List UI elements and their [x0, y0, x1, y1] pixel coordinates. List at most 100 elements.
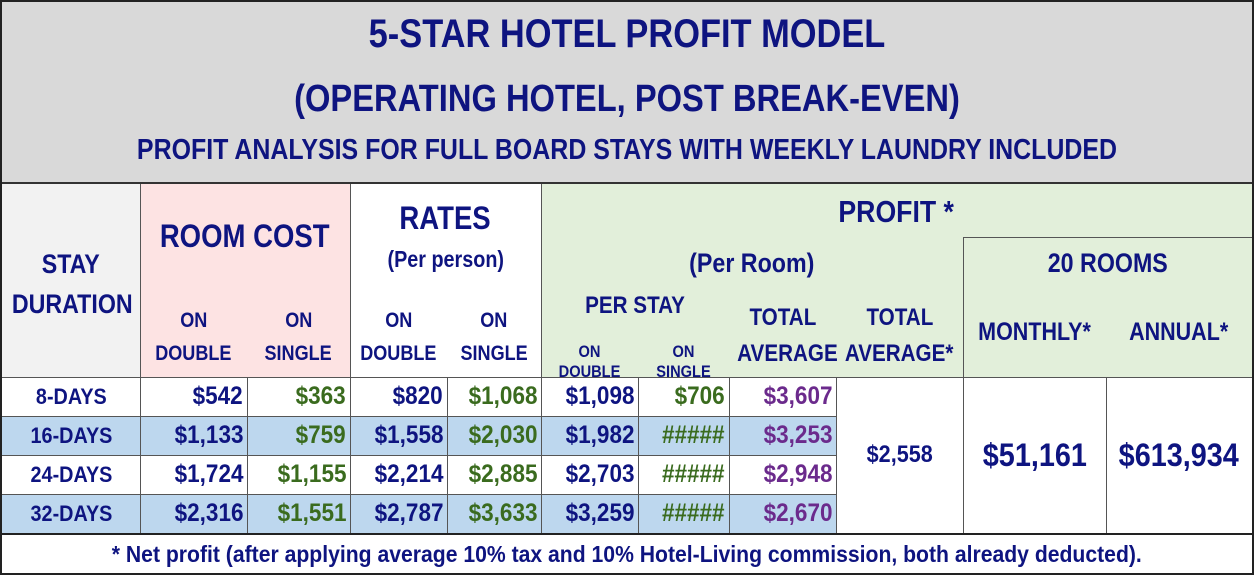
profit-double-cell: $1,098 [565, 382, 634, 410]
page-title: 5-STAR HOTEL PROFIT MODEL [368, 12, 886, 56]
grid-line [1106, 377, 1107, 533]
cost-double-cell: $2,316 [174, 499, 243, 527]
grid-line [2, 416, 836, 417]
rate-single-cell: $2,030 [468, 421, 537, 449]
stay-header-line2: DURATION [11, 289, 133, 319]
cost-double-cell: $542 [192, 382, 243, 410]
stay-header-line1: STAY [41, 249, 101, 279]
total-average-summary: $2,558 [866, 441, 933, 468]
grid-line [836, 377, 837, 533]
per-room-label: (Per Room) [689, 248, 815, 278]
profit-double-cell: $3,259 [565, 499, 634, 527]
profit-on-single-header: ON SINGLE [638, 342, 729, 382]
profit-double-cell: $1,982 [565, 421, 634, 449]
average-label: AVERAGE [737, 340, 838, 367]
table-row-stay: 24-DAYS [30, 461, 112, 487]
monthly-label: MONTHLY* [978, 318, 1091, 346]
grid-line [963, 237, 1252, 238]
footnote: * Net profit (after applying average 10%… [2, 535, 1252, 573]
stay-header-bg [2, 184, 140, 377]
page-subtitle: (OPERATING HOTEL, POST BREAK-EVEN) [294, 78, 960, 120]
room-cost-double-header: ON DOUBLE [140, 304, 247, 370]
row-band-4 [2, 494, 836, 533]
rooms20-header: 20 ROOMS [963, 248, 1252, 279]
on-label: ON [179, 309, 208, 332]
profit-single-cell: ##### [662, 460, 725, 488]
total-average-cell: $3,607 [763, 382, 832, 410]
rate-single-cell: $3,633 [468, 499, 537, 527]
total-average-cell: $2,948 [763, 460, 832, 488]
grid-line [2, 377, 1252, 378]
rate-single-cell: $1,068 [468, 382, 537, 410]
on-double-label: ON DOUBLE [558, 342, 621, 381]
on-label: ON [384, 309, 413, 332]
analysis-subtitle: PROFIT ANALYSIS FOR FULL BOARD STAYS WIT… [136, 134, 1118, 166]
single-label: SINGLE [460, 342, 528, 365]
rate-double-cell: $2,214 [374, 460, 443, 488]
profit-header: PROFIT * [541, 194, 1252, 230]
double-label: DOUBLE [155, 342, 232, 365]
rates-per-person: (Per person) [387, 246, 504, 272]
grid-line [541, 184, 542, 533]
total-average-star-header: TOTAL AVERAGE* [836, 300, 963, 372]
total-average-header: TOTAL AVERAGE [729, 300, 838, 372]
total-label: TOTAL [866, 304, 933, 331]
rate-double-cell: $820 [392, 382, 443, 410]
table-row-stay: 32-DAYS [30, 500, 112, 526]
on-label: ON [284, 309, 313, 332]
profit-double-cell: $2,703 [565, 460, 634, 488]
grid-line [963, 237, 964, 533]
profit-single-cell: ##### [662, 421, 725, 449]
cost-single-cell: $1,155 [277, 460, 346, 488]
rates-double-header: ON DOUBLE [350, 304, 447, 370]
room-cost-title: ROOM COST [160, 218, 330, 254]
table-row-stay: 16-DAYS [30, 422, 112, 448]
grid-line [2, 533, 1252, 535]
average-star-label: AVERAGE* [845, 340, 954, 367]
room-cost-single-header: ON SINGLE [247, 304, 350, 370]
footnote-text: * Net profit (after applying average 10%… [111, 541, 1142, 567]
rates-single-header: ON SINGLE [447, 304, 541, 370]
rate-double-cell: $2,787 [374, 499, 443, 527]
profit-title: PROFIT * [838, 194, 955, 229]
room-cost-header: ROOM COST [140, 218, 350, 255]
profit-header-bg [541, 184, 1252, 377]
cost-single-cell: $1,551 [277, 499, 346, 527]
rates-header: RATES [350, 200, 541, 237]
monthly-profit: $51,161 [982, 436, 1087, 473]
table-row-stay: 8-DAYS [35, 383, 107, 409]
cost-double-cell: $1,724 [174, 460, 243, 488]
monthly-header: MONTHLY* [963, 318, 1106, 347]
profit-single-cell: $706 [674, 382, 725, 410]
rates-subheader: (Per person) [350, 246, 541, 273]
on-single-label: ON SINGLE [656, 342, 711, 381]
cost-single-cell: $759 [295, 421, 346, 449]
total-average-cell: $2,670 [763, 499, 832, 527]
rooms20-label: 20 ROOMS [1047, 248, 1168, 278]
per-stay-label: PER STAY [585, 292, 685, 319]
on-label: ON [480, 309, 508, 332]
annual-header: ANNUAL* [1106, 318, 1252, 347]
grid-line [2, 455, 836, 456]
room-cost-header-bg [140, 184, 350, 377]
total-label: TOTAL [749, 304, 816, 331]
cost-double-cell: $1,133 [174, 421, 243, 449]
grid-line [2, 494, 836, 495]
annual-profit: $613,934 [1118, 436, 1240, 473]
row-band-2 [2, 416, 836, 455]
annual-label: ANNUAL* [1129, 318, 1229, 346]
grid-line [350, 184, 351, 533]
total-average-cell: $3,253 [763, 421, 832, 449]
rates-header-bg [350, 184, 541, 377]
double-label: DOUBLE [360, 342, 437, 365]
single-label: SINGLE [264, 342, 333, 365]
title-band: 5-STAR HOTEL PROFIT MODEL (OPERATING HOT… [2, 2, 1252, 184]
grid-line [140, 184, 141, 533]
stay-duration-header: STAY DURATION [2, 244, 140, 324]
profit-on-double-header: ON DOUBLE [541, 342, 638, 382]
cost-single-cell: $363 [295, 382, 346, 410]
rate-single-cell: $2,885 [468, 460, 537, 488]
per-room-header: (Per Room) [541, 248, 963, 279]
per-stay-header: PER STAY [541, 292, 729, 320]
